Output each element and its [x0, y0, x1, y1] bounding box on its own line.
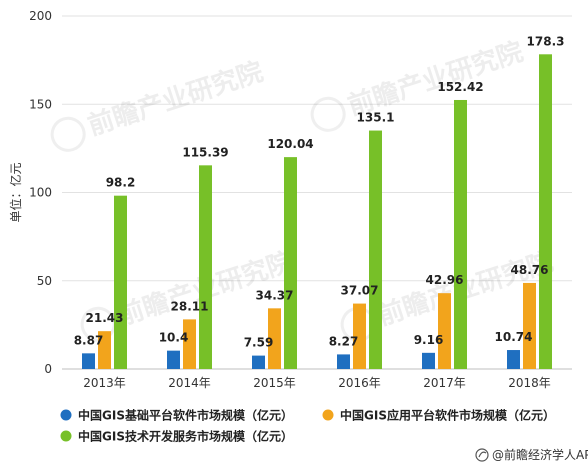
y-axis-ticks: 0 50 100 150 200	[29, 9, 52, 376]
data-label: 34.37	[256, 288, 294, 302]
bar	[438, 293, 451, 369]
x-tick-label: 2014年	[168, 376, 211, 390]
watermark-logo-icon	[50, 116, 86, 152]
legend-label: 中国GIS技术开发服务市场规模（亿元）	[78, 429, 293, 444]
legend-item: 中国GIS技术开发服务市场规模（亿元）	[60, 429, 293, 444]
y-tick-label: 50	[37, 274, 52, 288]
data-label: 9.16	[414, 333, 444, 347]
legend: 中国GIS基础平台软件市场规模（亿元） 中国GIS应用平台软件市场规模（亿元） 中国…	[60, 408, 555, 444]
data-label: 152.42	[437, 80, 483, 94]
footer: @前瞻经济学人APP	[475, 447, 588, 462]
data-label: 135.1	[357, 111, 395, 125]
source-icon	[475, 448, 489, 462]
y-tick-label: 150	[29, 97, 52, 111]
x-tick-label: 2016年	[338, 376, 381, 390]
bar	[284, 157, 297, 369]
data-label: 37.07	[341, 284, 379, 298]
bar	[114, 195, 127, 369]
data-label: 21.43	[86, 311, 124, 325]
data-label: 48.76	[511, 263, 549, 277]
legend-item: 中国GIS基础平台软件市场规模（亿元）	[60, 408, 293, 423]
data-label: 10.74	[495, 330, 533, 344]
bars	[82, 54, 552, 369]
data-labels: 8.87 21.43 98.2 10.4 28.11 115.39 7.59 34.37 120…	[74, 34, 565, 349]
bar	[422, 352, 435, 369]
data-label: 8.87	[74, 333, 104, 347]
bar	[199, 165, 212, 369]
x-tick-label: 2017年	[423, 376, 466, 390]
x-axis-ticks: 2013年 2014年 2015年 2016年 2017年 2018年	[83, 376, 551, 390]
x-tick-label: 2013年	[83, 376, 126, 390]
bar	[353, 303, 366, 369]
data-label: 42.96	[426, 273, 464, 287]
bar	[539, 54, 552, 369]
bar	[183, 319, 196, 369]
watermark: 前瞻产业研究院	[310, 36, 527, 132]
watermark: 前瞻产业研究院	[50, 56, 267, 152]
y-tick-label: 0	[44, 362, 52, 376]
legend-label: 中国GIS基础平台软件市场规模（亿元）	[78, 408, 293, 423]
source-text: @前瞻经济学人APP	[492, 447, 588, 462]
bar	[167, 350, 180, 369]
bar	[523, 282, 536, 369]
data-label: 8.27	[329, 334, 359, 348]
watermark-text: 前瞻产业研究院	[344, 36, 527, 122]
x-tick-label: 2015年	[253, 376, 296, 390]
bar	[507, 350, 520, 369]
watermark-logo-icon	[310, 96, 346, 132]
bar	[268, 308, 281, 369]
data-label: 120.04	[267, 137, 313, 151]
bar	[337, 354, 350, 369]
grid-lines	[62, 15, 572, 370]
legend-swatch	[322, 409, 334, 421]
data-label: 115.39	[182, 145, 228, 159]
bar	[82, 353, 95, 369]
legend-swatch	[60, 430, 72, 442]
watermark-text: 前瞻产业研究院	[84, 56, 267, 142]
legend-label: 中国GIS应用平台软件市场规模（亿元）	[340, 408, 555, 423]
x-tick-label: 2018年	[508, 376, 551, 390]
bar	[252, 355, 265, 369]
data-label: 28.11	[171, 299, 209, 313]
data-label: 7.59	[244, 336, 274, 350]
legend-item: 中国GIS应用平台软件市场规模（亿元）	[322, 408, 555, 423]
data-label: 178.3	[527, 34, 565, 48]
legend-swatch	[60, 409, 72, 421]
bar	[369, 130, 382, 369]
bar	[454, 99, 467, 369]
data-label: 10.4	[159, 331, 189, 345]
y-tick-label: 100	[29, 186, 52, 200]
bar	[98, 331, 111, 369]
data-label: 98.2	[106, 176, 136, 190]
y-axis-label: 单位：亿元	[8, 162, 23, 222]
y-tick-label: 200	[29, 9, 52, 23]
